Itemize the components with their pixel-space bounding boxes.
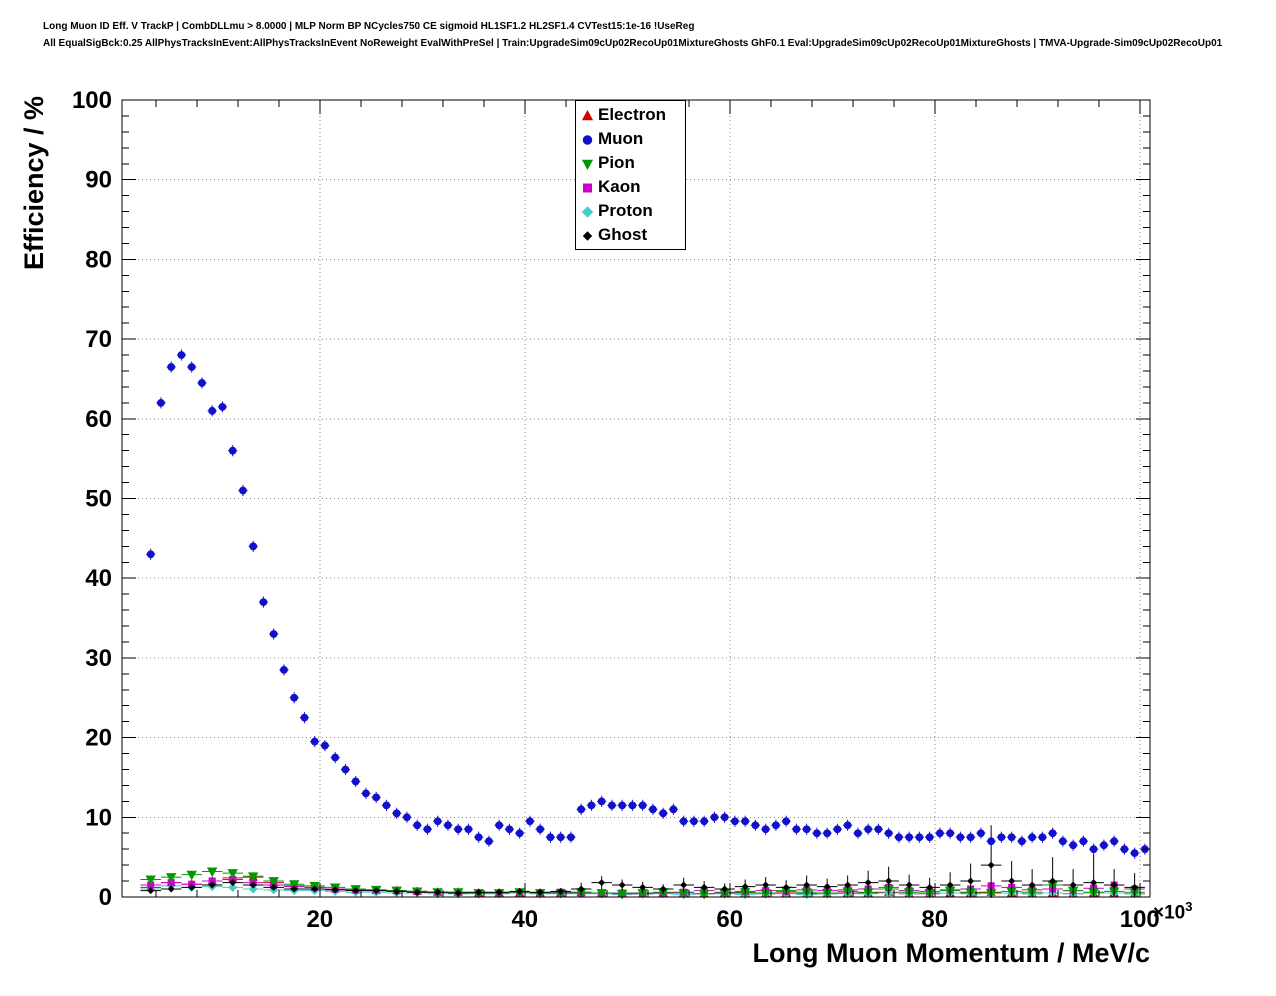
- exponent-base: ×10: [1153, 902, 1186, 924]
- x-tick-label: 20: [306, 906, 333, 933]
- square-marker-icon: [583, 183, 592, 192]
- y-tick-label: 80: [85, 246, 112, 273]
- y-tick-labels: 0 10 20 30 40 50 60 70 80 90 100: [72, 87, 112, 911]
- triangle-up-marker-icon: [581, 109, 594, 120]
- y-tick-label: 90: [85, 167, 112, 194]
- diamond-marker-icon: [581, 205, 594, 218]
- x-tick-labels: 20 40 60 80 100: [306, 906, 1159, 933]
- y-tick-label: 10: [85, 804, 112, 831]
- axis-ticks: [122, 99, 1150, 898]
- legend-item-pion: Pion: [576, 151, 685, 175]
- plot-title-line-1: Long Muon ID Eff. V TrackP | CombDLLmu >…: [43, 21, 695, 32]
- y-tick-label: 30: [85, 645, 112, 672]
- circle-marker-icon: [582, 134, 593, 145]
- legend-label: Proton: [598, 201, 653, 220]
- legend-label: Pion: [598, 153, 635, 172]
- legend-label: Muon: [598, 129, 644, 148]
- exponent-sup: 3: [1185, 899, 1193, 914]
- legend: Electron Muon Pion Kaon Proton Ghost: [575, 100, 686, 250]
- y-tick-label: 60: [85, 406, 112, 433]
- x-axis-exponent: ×103: [1153, 899, 1192, 924]
- legend-label: Electron: [598, 105, 667, 124]
- legend-item-proton: Proton: [576, 199, 685, 223]
- x-tick-label: 60: [716, 906, 743, 933]
- x-tick-label: 80: [921, 906, 948, 933]
- plot-title-line-2: All EqualSigBck:0.25 AllPhysTracksInEven…: [43, 38, 1223, 49]
- legend-item-ghost: Ghost: [576, 223, 685, 247]
- diamond-marker-icon: [582, 230, 593, 241]
- legend-item-muon: Muon: [576, 127, 685, 151]
- gridlines: [122, 99, 1150, 897]
- series-ghost: [140, 825, 1145, 897]
- y-tick-label: 100: [72, 87, 112, 114]
- x-tick-label: 100: [1120, 906, 1160, 933]
- y-tick-label: 40: [85, 565, 112, 592]
- x-axis-title: Long Muon Momentum / MeV/c: [752, 938, 1150, 968]
- triangle-down-marker-icon: [581, 159, 594, 170]
- legend-item-kaon: Kaon: [576, 175, 685, 199]
- x-tick-label: 40: [511, 906, 538, 933]
- y-tick-label: 0: [99, 884, 112, 911]
- y-axis-title: Efficiency / %: [19, 95, 49, 271]
- legend-label: Ghost: [598, 225, 648, 244]
- y-tick-label: 70: [85, 326, 112, 353]
- y-tick-label: 50: [85, 486, 112, 513]
- y-tick-label: 20: [85, 725, 112, 752]
- legend-item-electron: Electron: [576, 103, 685, 127]
- series-muon: [146, 349, 1150, 859]
- legend-label: Kaon: [598, 177, 641, 196]
